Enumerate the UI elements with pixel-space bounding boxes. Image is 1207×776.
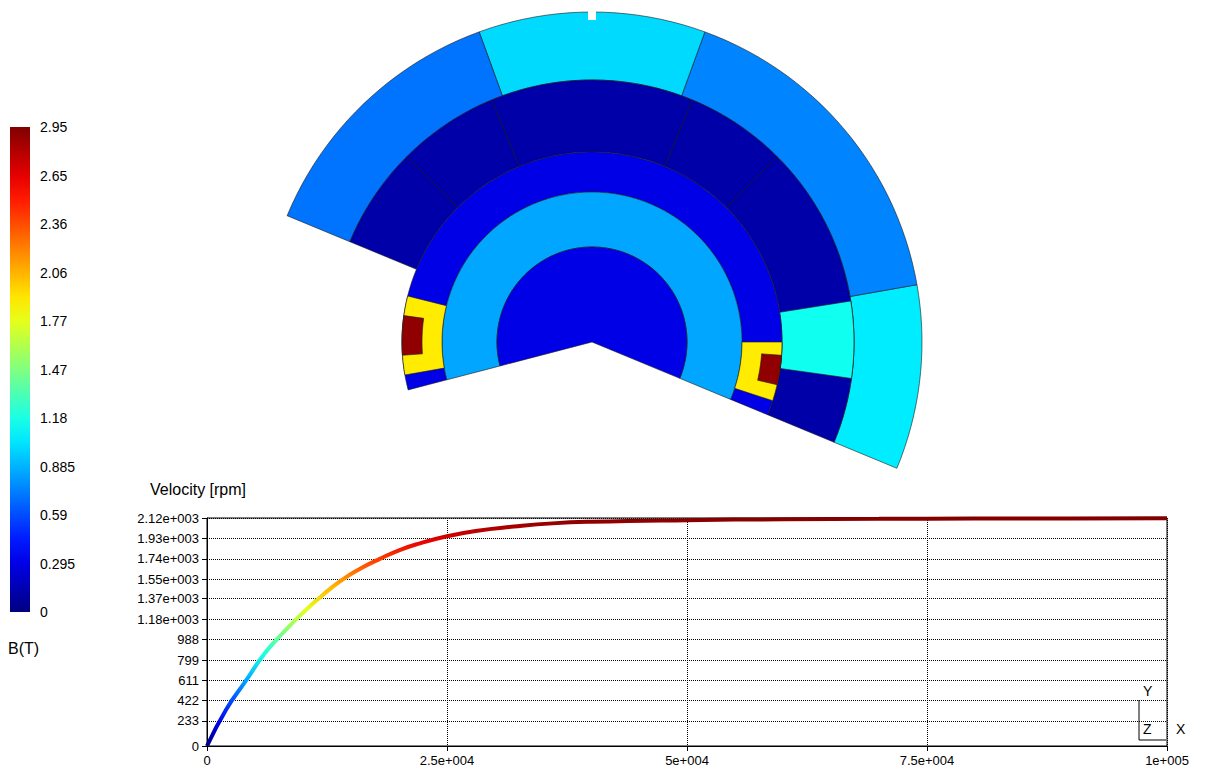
svg-text:B(T): B(T) xyxy=(8,640,39,657)
svg-text:2.65: 2.65 xyxy=(40,168,67,184)
svg-text:0: 0 xyxy=(203,753,210,768)
svg-text:233: 233 xyxy=(177,713,199,728)
svg-text:1.55e+003: 1.55e+003 xyxy=(137,572,199,587)
svg-text:1.77: 1.77 xyxy=(40,313,67,329)
svg-text:1.18e+003: 1.18e+003 xyxy=(137,612,199,627)
svg-text:0.295: 0.295 xyxy=(40,556,75,572)
svg-text:2.5e+004: 2.5e+004 xyxy=(420,753,475,768)
svg-text:0.885: 0.885 xyxy=(40,459,75,475)
svg-text:Y: Y xyxy=(1143,683,1153,699)
svg-text:Z: Z xyxy=(1143,721,1152,737)
svg-text:2.95: 2.95 xyxy=(40,119,67,135)
svg-text:0.59: 0.59 xyxy=(40,507,67,523)
svg-text:2.06: 2.06 xyxy=(40,265,67,281)
svg-text:1e+005: 1e+005 xyxy=(1145,753,1189,768)
svg-text:2.12e+003: 2.12e+003 xyxy=(137,511,199,526)
svg-text:611: 611 xyxy=(178,673,199,688)
svg-text:1.37e+003: 1.37e+003 xyxy=(137,591,199,606)
svg-text:1.74e+003: 1.74e+003 xyxy=(137,551,199,566)
svg-text:Velocity [rpm]: Velocity [rpm] xyxy=(150,481,246,498)
svg-text:7.5e+004: 7.5e+004 xyxy=(900,753,955,768)
svg-text:1.47: 1.47 xyxy=(40,362,67,378)
svg-text:X: X xyxy=(1176,721,1186,737)
svg-text:799: 799 xyxy=(177,653,199,668)
svg-text:1.93e+003: 1.93e+003 xyxy=(137,531,199,546)
svg-text:0: 0 xyxy=(192,739,199,754)
svg-text:988: 988 xyxy=(177,632,199,647)
svg-text:0: 0 xyxy=(40,604,48,620)
svg-text:5e+004: 5e+004 xyxy=(665,753,709,768)
svg-text:422: 422 xyxy=(177,693,199,708)
svg-text:1.18: 1.18 xyxy=(40,410,67,426)
svg-text:2.36: 2.36 xyxy=(40,216,67,232)
